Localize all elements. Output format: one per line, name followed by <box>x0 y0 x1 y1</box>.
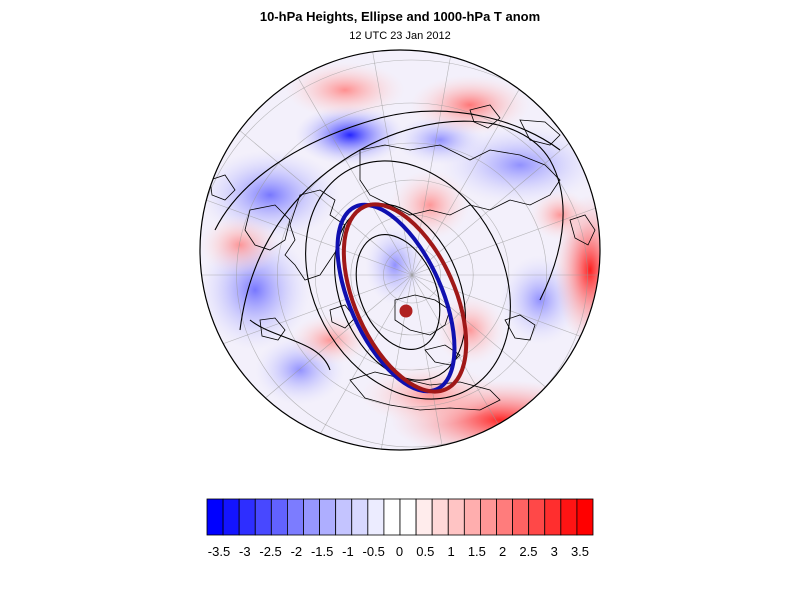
graticule-meridian <box>366 274 413 450</box>
colorbar-tick-label: 0.5 <box>416 544 434 559</box>
graticule-meridian <box>212 107 413 276</box>
colorbar-tick-label: 3.5 <box>571 544 589 559</box>
colorbar-box <box>270 498 288 536</box>
colorbar-box <box>431 498 449 536</box>
graticule-meridian <box>411 185 600 276</box>
colorbar-tick-label: 1 <box>447 544 454 559</box>
polar-map <box>199 49 601 451</box>
graticule-meridian <box>200 185 413 276</box>
graticule-meridian <box>281 50 413 276</box>
colorbar-boxes <box>206 498 594 536</box>
colorbar-tick-label: 2.5 <box>519 544 537 559</box>
colorbar-box <box>238 498 256 536</box>
vortex-ellipse-blue <box>335 202 457 394</box>
colorbar-tick-label: -2.5 <box>259 544 281 559</box>
colorbar-box <box>399 498 417 536</box>
colorbar-tick-label: -1.5 <box>311 544 333 559</box>
vortex-ellipse-red <box>341 202 469 394</box>
colorbar-box <box>303 498 320 536</box>
colorbar-box <box>335 498 353 536</box>
colorbar-box <box>367 498 385 536</box>
colorbar-box <box>447 498 465 536</box>
height-contours <box>214 110 564 400</box>
colorbar-tick-label: -3 <box>239 544 251 559</box>
colorbar-tick-label: -3.5 <box>208 544 230 559</box>
graticule-meridian <box>411 274 458 450</box>
graticule-meridian <box>366 50 413 276</box>
colorbar-tick-label: 2 <box>499 544 506 559</box>
colorbar-box <box>415 498 433 536</box>
colorbar-tick-label: -2 <box>291 544 303 559</box>
colorbar-box <box>496 498 513 536</box>
colorbar-box <box>254 498 272 536</box>
colorbar-box <box>576 498 594 536</box>
colorbar-box <box>351 498 369 536</box>
graticule-meridian <box>411 274 600 365</box>
graticule <box>200 50 600 450</box>
globe-outline <box>199 49 601 451</box>
colorbar-box <box>319 498 337 536</box>
colorbar-labels: -3.5 -3 -2.5 -2 -1.5 -1 -0.5 0 0.5 1 1.5 2 2.5 3 3.5 <box>208 544 589 559</box>
colorbar-box <box>222 498 240 536</box>
chart-subtitle: 12 UTC 23 Jan 2012 <box>349 30 451 42</box>
graticule-meridian <box>411 50 458 276</box>
graticule-meridian <box>281 274 413 450</box>
graticule-meridian <box>411 274 543 450</box>
colorbar-box <box>512 498 530 536</box>
colorbar-box <box>528 498 546 536</box>
colorbar-box <box>480 498 497 536</box>
colorbar-tick-label: -0.5 <box>363 544 385 559</box>
coastlines <box>209 104 596 411</box>
chart-title: 10-hPa Heights, Ellipse and 1000-hPa T a… <box>259 9 541 24</box>
colorbar-tick-label: 0 <box>396 544 403 559</box>
colorbar-box <box>544 498 562 536</box>
graticule-parallel <box>200 59 600 450</box>
colorbar-box <box>287 498 304 536</box>
colorbar-box <box>560 498 578 536</box>
colorbar-box <box>383 498 401 536</box>
colorbar-tick-label: 3 <box>551 544 558 559</box>
colorbar-box <box>463 498 481 536</box>
vortex-ellipses <box>335 202 469 394</box>
colorbar-tick-label: 1.5 <box>468 544 486 559</box>
ellipse-centroid <box>399 304 413 318</box>
colorbar-tick-label: -1 <box>342 544 354 559</box>
colorbar-box <box>206 498 224 536</box>
